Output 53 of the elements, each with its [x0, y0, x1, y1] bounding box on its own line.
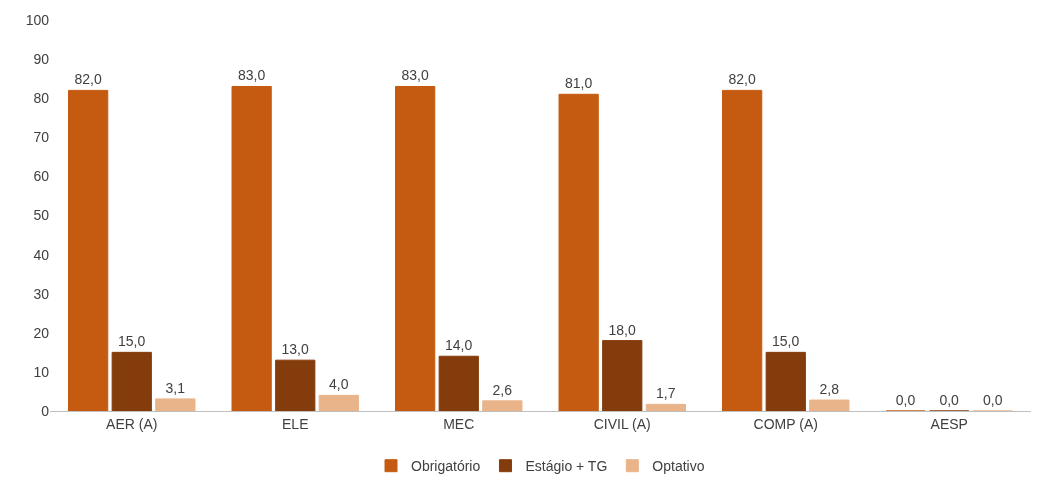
data-label: 82,0 [728, 71, 756, 88]
data-label: 1,7 [656, 385, 676, 402]
y-tick-label: 70 [33, 129, 50, 146]
bar [231, 85, 272, 411]
y-tick-label: 0 [41, 402, 50, 419]
bar [275, 359, 316, 411]
data-label: 0,0 [939, 392, 960, 408]
y-tick-label: 20 [33, 324, 50, 341]
data-label: 2,8 [819, 381, 840, 398]
bar [482, 400, 523, 411]
data-label: 15,0 [772, 333, 800, 350]
bar [438, 355, 479, 411]
legend-label: Obrigatório [411, 458, 481, 475]
x-tick-label: COMP (A) [753, 415, 818, 432]
y-tick-label: 80 [33, 90, 50, 107]
y-tick-label: 30 [33, 285, 50, 302]
y-tick-label: 50 [33, 207, 50, 224]
y-tick-label: 10 [33, 363, 50, 380]
data-label: 15,0 [118, 333, 146, 350]
legend-label: Estágio + TG [525, 458, 608, 475]
bar [68, 89, 109, 411]
bar [809, 399, 850, 411]
data-label: 82,0 [74, 71, 102, 88]
x-tick-label: MEC [443, 415, 475, 432]
legend-label: Optativo [652, 458, 705, 475]
x-tick-label: CIVIL (A) [593, 415, 651, 432]
y-tick-label: 90 [33, 51, 50, 67]
bar [765, 351, 806, 411]
bar [645, 403, 686, 411]
data-label: 14,0 [445, 337, 473, 354]
data-label: 0,0 [983, 392, 1003, 408]
data-label: 4,0 [329, 376, 349, 393]
y-tick-label: 40 [33, 246, 50, 263]
bar [111, 351, 152, 411]
data-label: 81,0 [564, 75, 593, 92]
data-label: 83,0 [237, 67, 266, 84]
x-tick-label: AESP [930, 415, 968, 432]
data-label: 3,1 [165, 379, 186, 396]
bar [318, 394, 359, 411]
bar [395, 85, 436, 411]
data-label: 0,0 [895, 392, 916, 408]
bar [722, 89, 763, 411]
bar [155, 398, 196, 411]
bar [602, 340, 643, 411]
data-label: 18,0 [608, 321, 636, 338]
data-label: 13,0 [281, 341, 309, 358]
bar [558, 93, 599, 411]
y-tick-label: 100 [25, 11, 50, 28]
x-tick-label: ELE [282, 415, 309, 432]
y-tick-label: 60 [33, 168, 50, 185]
data-label: 2,6 [492, 381, 513, 398]
data-label: 83,0 [401, 67, 429, 84]
x-tick-label: AER (A) [106, 415, 158, 432]
